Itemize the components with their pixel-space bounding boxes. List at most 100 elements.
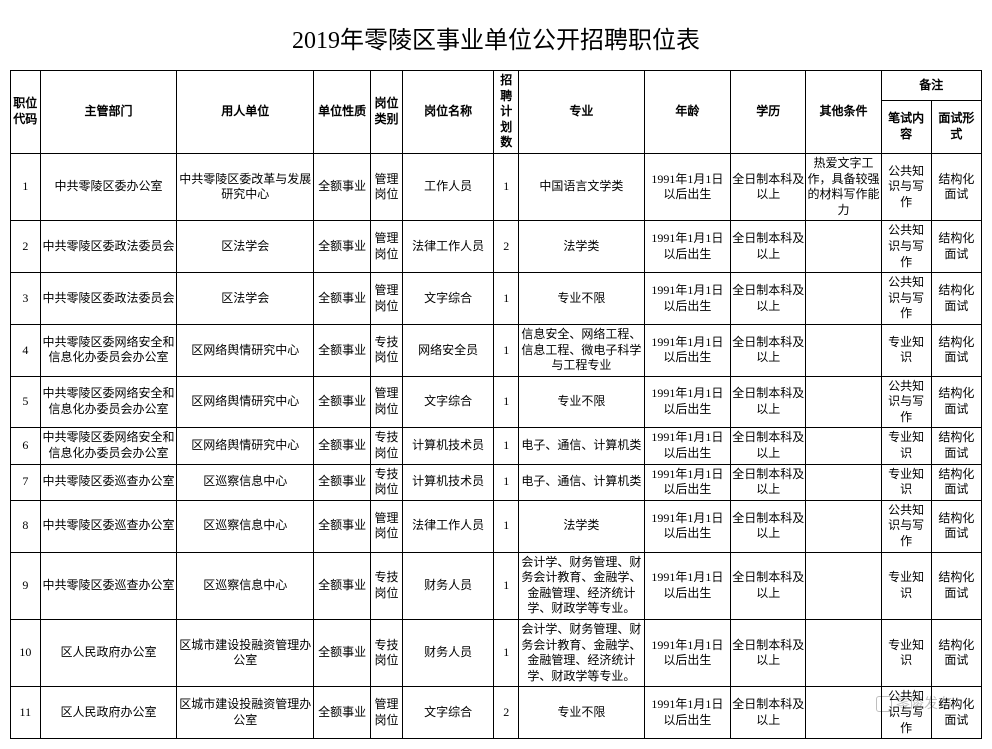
header-nature: 单位性质 bbox=[314, 71, 371, 154]
cell-age: 1991年1月1日以后出生 bbox=[644, 428, 731, 464]
cell-nature: 全额事业 bbox=[314, 376, 371, 428]
cell-plan: 1 bbox=[494, 376, 519, 428]
cell-major: 法学类 bbox=[519, 500, 644, 552]
cell-intv: 结构化面试 bbox=[931, 464, 981, 500]
cell-code: 6 bbox=[11, 428, 41, 464]
table-row: 3中共零陵区委政法委员会区法学会全额事业管理岗位文字综合1专业不限1991年1月… bbox=[11, 273, 982, 325]
cell-major: 会计学、财务管理、财务会计教育、金融学、金融管理、经济统计学、财政学等专业。 bbox=[519, 552, 644, 619]
cell-cat: 专技岗位 bbox=[371, 552, 403, 619]
cell-edu: 全日制本科及以上 bbox=[731, 552, 806, 619]
cell-age: 1991年1月1日以后出生 bbox=[644, 376, 731, 428]
cell-cat: 专技岗位 bbox=[371, 620, 403, 687]
header-cat: 岗位类别 bbox=[371, 71, 403, 154]
cell-unit: 区巡察信息中心 bbox=[177, 500, 314, 552]
cell-age: 1991年1月1日以后出生 bbox=[644, 687, 731, 739]
cell-intv: 结构化面试 bbox=[931, 324, 981, 376]
cell-code: 5 bbox=[11, 376, 41, 428]
cell-nature: 全额事业 bbox=[314, 464, 371, 500]
table-row: 7中共零陵区委巡查办公室区巡察信息中心全额事业专技岗位计算机技术员1电子、通信、… bbox=[11, 464, 982, 500]
cell-dept: 中共零陵区委巡查办公室 bbox=[40, 464, 177, 500]
cell-post: 财务人员 bbox=[403, 552, 494, 619]
cell-edu: 全日制本科及以上 bbox=[731, 500, 806, 552]
cell-cat: 专技岗位 bbox=[371, 464, 403, 500]
cell-plan: 1 bbox=[494, 428, 519, 464]
cell-exam: 专业知识 bbox=[881, 324, 931, 376]
header-post: 岗位名称 bbox=[403, 71, 494, 154]
cell-dept: 中共零陵区委办公室 bbox=[40, 153, 177, 220]
header-remark: 备注 bbox=[881, 71, 981, 101]
cell-exam: 公共知识与写作 bbox=[881, 273, 931, 325]
cell-exam: 公共知识与写作 bbox=[881, 376, 931, 428]
cell-major: 专业不限 bbox=[519, 273, 644, 325]
cell-dept: 中共零陵区委网络安全和信息化办委员会办公室 bbox=[40, 324, 177, 376]
table-row: 5中共零陵区委网络安全和信息化办委员会办公室区网络舆情研究中心全额事业管理岗位文… bbox=[11, 376, 982, 428]
cell-edu: 全日制本科及以上 bbox=[731, 687, 806, 739]
table-row: 11区人民政府办公室区城市建设投融资管理办公室全额事业管理岗位文字综合2专业不限… bbox=[11, 687, 982, 739]
table-row: 10区人民政府办公室区城市建设投融资管理办公室全额事业专技岗位财务人员1会计学、… bbox=[11, 620, 982, 687]
cell-unit: 区法学会 bbox=[177, 221, 314, 273]
cell-post: 财务人员 bbox=[403, 620, 494, 687]
cell-age: 1991年1月1日以后出生 bbox=[644, 153, 731, 220]
cell-edu: 全日制本科及以上 bbox=[731, 620, 806, 687]
cell-intv: 结构化面试 bbox=[931, 552, 981, 619]
cell-other bbox=[806, 552, 881, 619]
cell-other bbox=[806, 500, 881, 552]
cell-major: 电子、通信、计算机类 bbox=[519, 464, 644, 500]
cell-code: 10 bbox=[11, 620, 41, 687]
cell-post: 网络安全员 bbox=[403, 324, 494, 376]
cell-exam: 专业知识 bbox=[881, 552, 931, 619]
header-edu: 学历 bbox=[731, 71, 806, 154]
table-row: 2中共零陵区委政法委员会区法学会全额事业管理岗位法律工作人员2法学类1991年1… bbox=[11, 221, 982, 273]
cell-code: 7 bbox=[11, 464, 41, 500]
cell-age: 1991年1月1日以后出生 bbox=[644, 221, 731, 273]
cell-code: 4 bbox=[11, 324, 41, 376]
cell-edu: 全日制本科及以上 bbox=[731, 428, 806, 464]
cell-post: 计算机技术员 bbox=[403, 464, 494, 500]
cell-other bbox=[806, 324, 881, 376]
cell-age: 1991年1月1日以后出生 bbox=[644, 464, 731, 500]
cell-cat: 管理岗位 bbox=[371, 221, 403, 273]
cell-nature: 全额事业 bbox=[314, 500, 371, 552]
cell-edu: 全日制本科及以上 bbox=[731, 153, 806, 220]
cell-other bbox=[806, 464, 881, 500]
cell-nature: 全额事业 bbox=[314, 273, 371, 325]
cell-age: 1991年1月1日以后出生 bbox=[644, 500, 731, 552]
cell-unit: 区巡察信息中心 bbox=[177, 464, 314, 500]
cell-post: 计算机技术员 bbox=[403, 428, 494, 464]
cell-plan: 1 bbox=[494, 324, 519, 376]
cell-cat: 管理岗位 bbox=[371, 273, 403, 325]
cell-intv: 结构化面试 bbox=[931, 620, 981, 687]
cell-intv: 结构化面试 bbox=[931, 273, 981, 325]
cell-exam: 专业知识 bbox=[881, 428, 931, 464]
cell-plan: 1 bbox=[494, 464, 519, 500]
cell-nature: 全额事业 bbox=[314, 428, 371, 464]
cell-age: 1991年1月1日以后出生 bbox=[644, 273, 731, 325]
cell-other bbox=[806, 428, 881, 464]
cell-other bbox=[806, 687, 881, 739]
cell-cat: 管理岗位 bbox=[371, 500, 403, 552]
cell-other bbox=[806, 376, 881, 428]
cell-cat: 专技岗位 bbox=[371, 428, 403, 464]
cell-unit: 区城市建设投融资管理办公室 bbox=[177, 687, 314, 739]
cell-exam: 公共知识与写作 bbox=[881, 500, 931, 552]
cell-nature: 全额事业 bbox=[314, 324, 371, 376]
cell-code: 2 bbox=[11, 221, 41, 273]
cell-unit: 区巡察信息中心 bbox=[177, 552, 314, 619]
cell-plan: 2 bbox=[494, 221, 519, 273]
cell-major: 会计学、财务管理、财务会计教育、金融学、金融管理、经济统计学、财政学等专业。 bbox=[519, 620, 644, 687]
cell-intv: 结构化面试 bbox=[931, 500, 981, 552]
cell-code: 3 bbox=[11, 273, 41, 325]
cell-exam: 公共知识与写作 bbox=[881, 221, 931, 273]
table-row: 9中共零陵区委巡查办公室区巡察信息中心全额事业专技岗位财务人员1会计学、财务管理… bbox=[11, 552, 982, 619]
cell-intv: 结构化面试 bbox=[931, 153, 981, 220]
cell-edu: 全日制本科及以上 bbox=[731, 464, 806, 500]
cell-dept: 中共零陵区委政法委员会 bbox=[40, 221, 177, 273]
cell-cat: 管理岗位 bbox=[371, 153, 403, 220]
cell-major: 信息安全、网络工程、信息工程、微电子科学与工程专业 bbox=[519, 324, 644, 376]
header-dept: 主管部门 bbox=[40, 71, 177, 154]
cell-nature: 全额事业 bbox=[314, 687, 371, 739]
cell-cat: 管理岗位 bbox=[371, 687, 403, 739]
header-exam: 笔试内容 bbox=[881, 101, 931, 154]
cell-dept: 中共零陵区委网络安全和信息化办委员会办公室 bbox=[40, 376, 177, 428]
cell-cat: 管理岗位 bbox=[371, 376, 403, 428]
